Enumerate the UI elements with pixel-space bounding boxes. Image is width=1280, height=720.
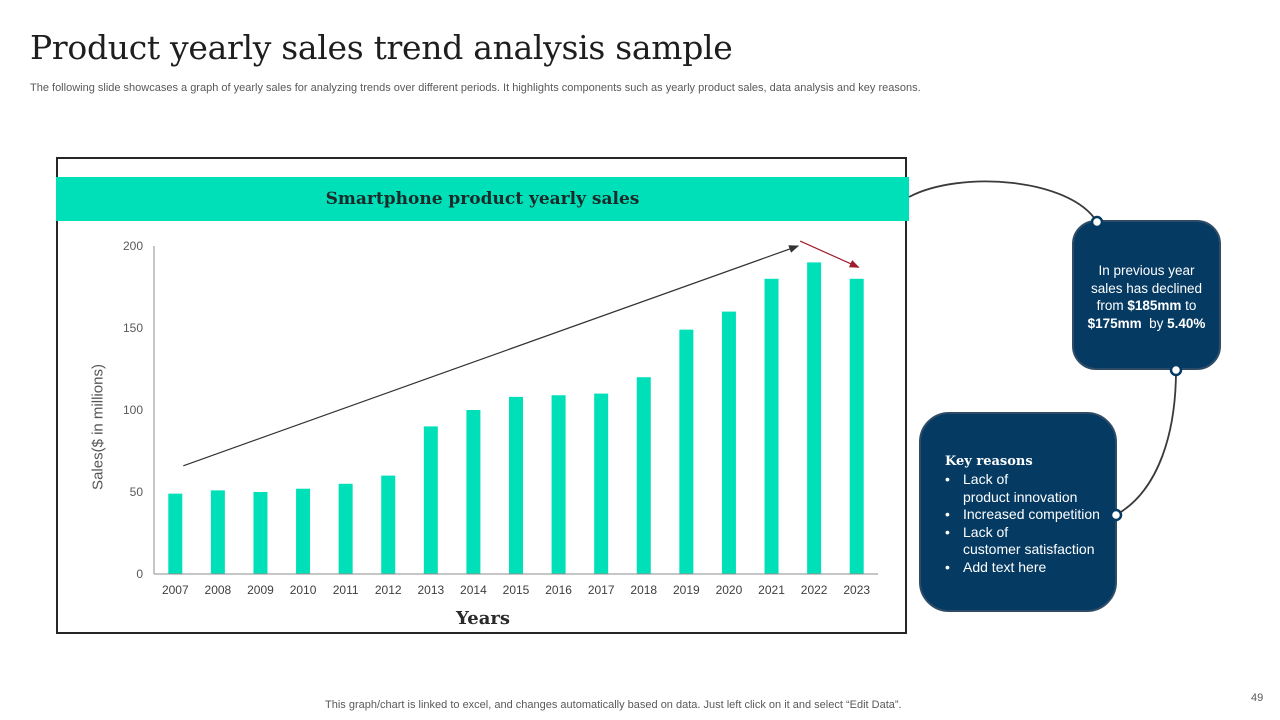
x-tick-label: 2015 <box>503 583 530 597</box>
decline-percent: 5.40% <box>1167 315 1206 331</box>
x-tick-label: 2014 <box>460 583 487 597</box>
x-tick-label: 2022 <box>801 583 828 597</box>
decline-line-1: In previous year <box>1098 263 1195 278</box>
bar-2020[interactable] <box>721 311 736 574</box>
x-tick-label: 2012 <box>375 583 402 597</box>
bar-2018[interactable] <box>636 377 651 574</box>
x-tick-label: 2018 <box>630 583 657 597</box>
y-tick-label: 200 <box>123 239 143 253</box>
x-tick-label: 2016 <box>545 583 572 597</box>
bar-2013[interactable] <box>423 426 438 574</box>
y-axis-label: Sales($ in millions) <box>89 364 107 490</box>
key-reason-item: Increased competition <box>945 506 1105 524</box>
bar-2016[interactable] <box>551 395 566 574</box>
bar-2021[interactable] <box>764 278 779 574</box>
footer-note: This graph/chart is linked to excel, and… <box>325 699 902 711</box>
key-reasons-list: Lack of product innovation Increased com… <box>945 471 1105 576</box>
x-tick-label: 2009 <box>247 583 274 597</box>
key-reason-item: Lack of customer satisfaction <box>945 524 1105 559</box>
decline-line-3: from $185mm to <box>1096 298 1197 313</box>
bar-2007[interactable] <box>168 493 183 574</box>
decline-line-2: sales has declined <box>1090 280 1203 296</box>
decline-arrow <box>799 240 860 268</box>
bar-2012[interactable] <box>381 475 396 574</box>
decline-from-value: $185mm <box>1127 298 1182 313</box>
bar-2010[interactable] <box>296 488 311 574</box>
decline-line-4: $175mm by 5.40% <box>1087 315 1206 331</box>
bar-2017[interactable] <box>594 393 609 574</box>
page-number: 49 <box>1251 692 1264 704</box>
x-tick-label: 2017 <box>588 583 615 597</box>
x-tick-label: 2019 <box>673 583 700 597</box>
bar-2023[interactable] <box>849 278 864 574</box>
page-title: Product yearly sales trend analysis samp… <box>30 28 733 67</box>
key-reason-item: Add text here <box>945 559 1105 577</box>
x-tick-label: 2020 <box>716 583 743 597</box>
bar-2015[interactable] <box>509 396 523 574</box>
chart-frame[interactable] <box>56 157 907 634</box>
bar-2008[interactable] <box>210 490 225 574</box>
x-tick-label: 2008 <box>205 583 232 597</box>
y-tick-label: 100 <box>123 403 143 417</box>
bar-2011[interactable] <box>338 483 353 574</box>
x-tick-label: 2011 <box>333 583 359 597</box>
x-tick-label: 2023 <box>843 583 870 597</box>
key-reason-item: Lack of product innovation <box>945 471 1105 506</box>
page-subtitle: The following slide showcases a graph of… <box>30 82 921 94</box>
x-tick-label: 2010 <box>290 583 317 597</box>
x-tick-label: 2013 <box>417 583 444 597</box>
decline-to-value: $175mm <box>1087 315 1142 331</box>
bar-2009[interactable] <box>253 492 268 574</box>
bar-2014[interactable] <box>466 410 481 574</box>
chart-title: Smartphone product yearly sales <box>56 177 909 221</box>
y-tick-label: 50 <box>130 485 144 499</box>
key-reasons-title: Key reasons <box>945 454 1033 469</box>
key-reasons-callout[interactable]: Key reasons Lack of product innovation I… <box>919 412 1117 612</box>
decline-callout[interactable]: In previous year sales has declined from… <box>1072 220 1221 370</box>
trend-arrow <box>183 245 800 467</box>
x-tick-label: 2007 <box>162 583 189 597</box>
x-axis-label: Years <box>455 608 511 629</box>
bar-2022[interactable] <box>807 262 822 574</box>
y-tick-label: 0 <box>136 567 143 581</box>
x-tick-label: 2021 <box>758 583 785 597</box>
y-tick-label: 150 <box>123 321 143 335</box>
bar-2019[interactable] <box>679 329 694 574</box>
